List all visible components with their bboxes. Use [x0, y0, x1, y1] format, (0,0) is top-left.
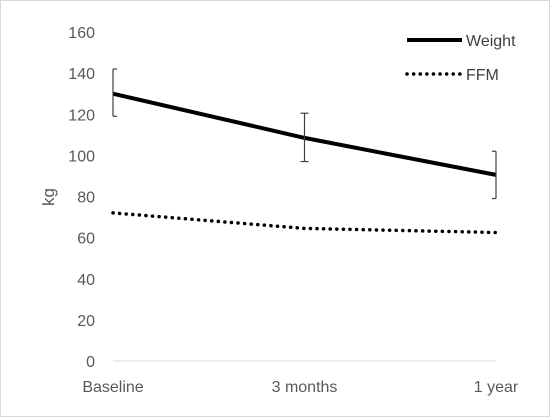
x-tick-labels: Baseline 3 months 1 year [82, 379, 519, 396]
y-tick-label: 0 [86, 354, 95, 371]
legend-label: Weight [466, 33, 516, 50]
y-tick-labels: 0 20 40 60 80 100 120 140 160 [68, 25, 95, 371]
error-bar [492, 150, 497, 200]
y-tick-label: 140 [68, 66, 95, 83]
series-line-ffm [111, 211, 498, 235]
series-layer [111, 68, 498, 235]
y-tick-label: 120 [68, 107, 95, 124]
error-bar [112, 68, 117, 117]
legend-label: FFM [466, 67, 499, 84]
y-axis-title: kg [39, 188, 58, 206]
y-tick-label: 160 [68, 25, 95, 42]
y-tick-label: 80 [77, 190, 95, 207]
x-tick-label: Baseline [82, 379, 143, 396]
y-tick-label: 60 [77, 231, 95, 248]
x-tick-label: 1 year [474, 379, 519, 396]
y-tick-label: 20 [77, 313, 95, 330]
legend-item-weight: Weight [407, 33, 516, 50]
y-tick-label: 40 [77, 272, 95, 289]
y-tick-label: 100 [68, 148, 95, 165]
legend: Weight FFM [405, 33, 516, 84]
error-bar [300, 112, 309, 163]
x-tick-label: 3 months [272, 379, 338, 396]
legend-item-ffm: FFM [405, 67, 499, 84]
